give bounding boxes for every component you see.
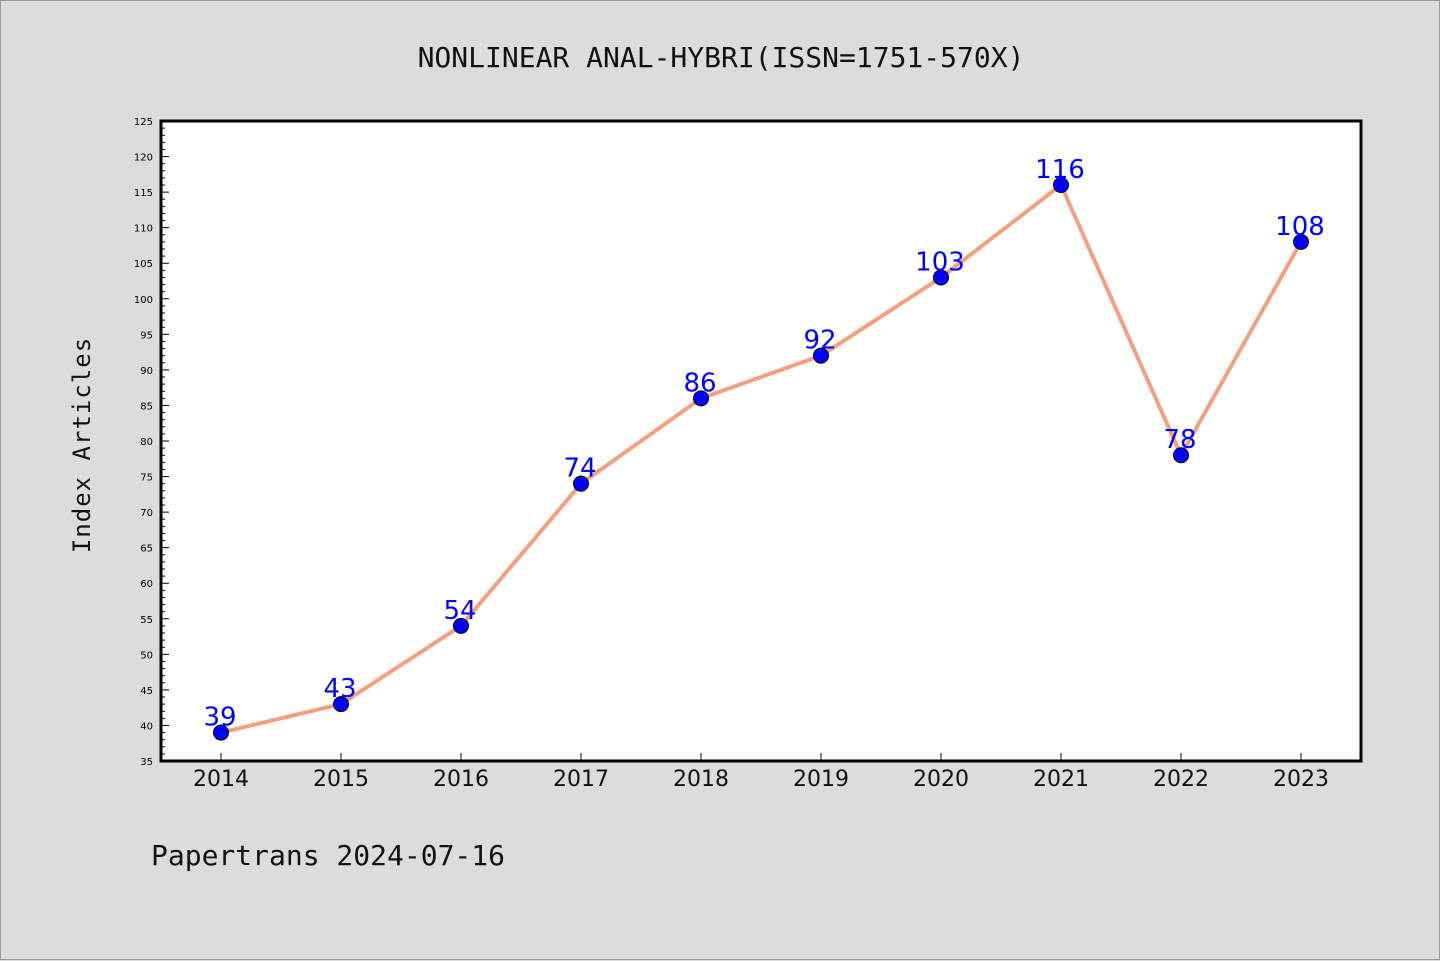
x-tick-label: 2015 [313,767,369,792]
y-tick-label: 100 [134,295,153,306]
data-point [813,347,829,364]
data-point [453,617,469,634]
x-tick-label: 2018 [673,767,729,792]
x-tick-label: 2014 [193,767,249,792]
data-point [1293,233,1309,250]
y-tick-label: 125 [134,117,153,128]
x-tick-label: 2017 [553,767,609,792]
series-layer: 39 43 54 74 86 92 103 116 78 108 [203,155,1325,741]
chart-title: NONLINEAR ANAL-HYBRI(ISSN=1751-570X) [418,41,1025,74]
data-label: 108 [1275,212,1325,242]
y-axis-label: Index Articles [68,337,96,553]
y-tick-label: 45 [140,686,153,697]
x-tick-label: 2020 [913,767,969,792]
data-label: 78 [1163,425,1196,455]
y-tick-label: 55 [140,615,153,626]
y-axis-ticks: 35 40 45 50 55 60 65 70 75 80 85 90 95 100 105 110 115 12… [134,117,169,768]
data-point [933,269,949,286]
data-label: 39 [203,703,236,733]
y-tick-label: 50 [140,650,153,661]
data-point [1173,447,1189,464]
data-label: 74 [563,454,596,484]
data-point [693,390,709,407]
x-axis-ticks: 2014 2015 2016 2017 2018 2019 2020 2021 2022 2023 [193,753,1329,792]
data-point [573,475,589,492]
y-tick-label: 105 [134,259,153,270]
data-label: 103 [915,247,965,277]
y-tick-label: 75 [140,473,153,484]
data-label: 43 [323,674,356,704]
y-tick-label: 80 [140,437,153,448]
y-tick-label: 40 [140,721,153,732]
plot-area [159,119,1363,763]
y-tick-label: 90 [140,366,153,377]
y-tick-label: 65 [140,544,153,555]
data-label: 116 [1035,155,1085,185]
x-tick-label: 2023 [1273,767,1329,792]
series-line [219,183,1303,735]
y-tick-label: 85 [140,401,153,412]
y-tick-label: 95 [140,330,153,341]
y-tick-label: 60 [140,579,153,590]
x-tick-label: 2016 [433,767,489,792]
data-point [213,724,229,741]
data-point [333,696,349,713]
y-tick-label: 110 [134,224,153,235]
x-tick-label: 2019 [793,767,849,792]
y-tick-label: 115 [134,188,153,199]
data-label: 86 [683,368,716,398]
y-tick-label: 35 [140,757,153,768]
x-tick-label: 2022 [1153,767,1209,792]
data-point [1053,177,1069,193]
data-label: 92 [803,326,836,356]
data-label: 54 [443,596,476,626]
footer-date: Papertrans 2024-07-16 [151,839,505,872]
y-tick-label: 70 [140,508,153,519]
y-tick-label: 120 [134,153,153,164]
x-tick-label: 2021 [1033,767,1089,792]
